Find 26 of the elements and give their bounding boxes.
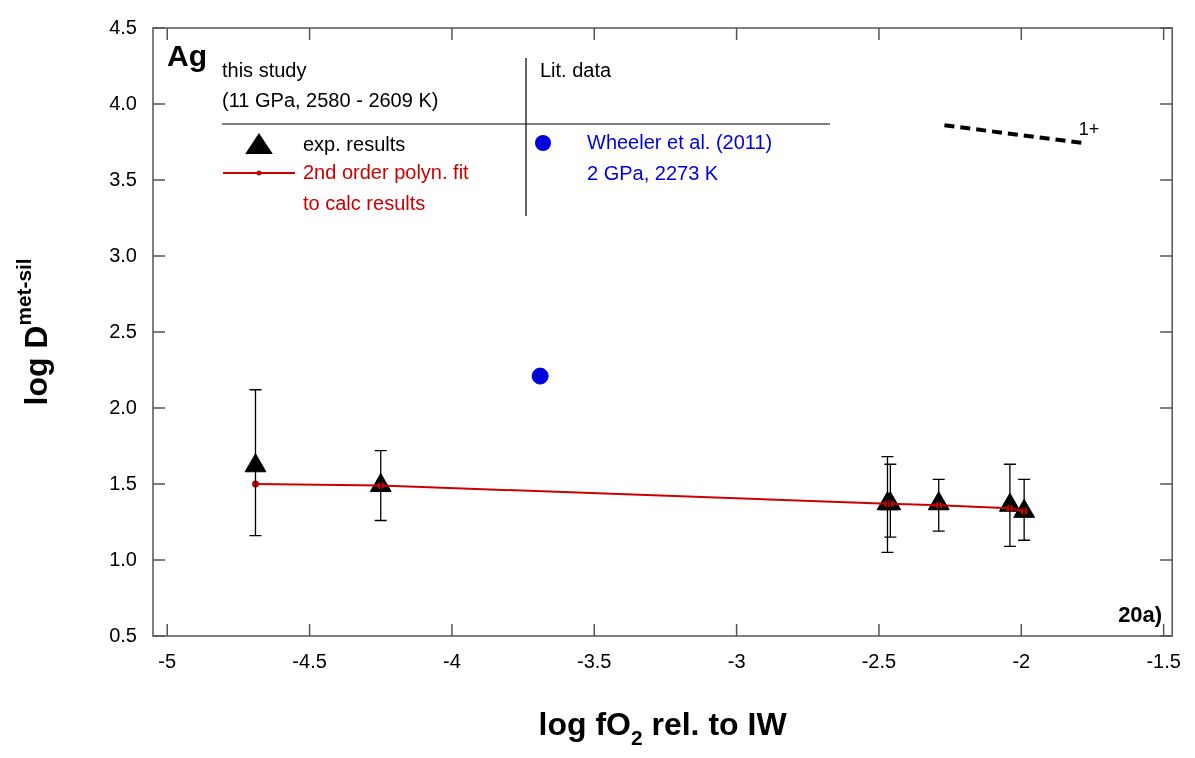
x-tick-label: -1.5	[1146, 649, 1181, 672]
x-tick-label: -3.5	[577, 649, 612, 672]
x-tick-label: -2	[1012, 649, 1031, 672]
legend-label: 2nd order polyn. fit to calc results	[303, 160, 470, 214]
y-tick-label: 4.5	[109, 15, 137, 38]
y-tick-label: 3.5	[109, 167, 137, 190]
y-tick-label: 1.5	[109, 471, 137, 494]
x-tick-label: -3	[727, 649, 746, 672]
y-tick-label: 3.0	[109, 243, 137, 266]
y-tick-label: 4.0	[109, 91, 137, 114]
y-axis-title: log Dmet-sil	[11, 258, 54, 406]
y-tick-label: 2.5	[109, 319, 137, 342]
y-tick-label: 0.5	[109, 623, 137, 646]
y-tick-label: 2.0	[109, 395, 137, 418]
x-tick-label: -4.5	[292, 649, 327, 672]
legend-label: exp. results	[303, 132, 406, 155]
legend-label: Wheeler et al. (2011) 2 GPa, 2273 K	[587, 130, 773, 184]
x-tick-label: -5	[158, 649, 177, 672]
annotation: Ag	[167, 39, 207, 73]
y-tick-label: 1.0	[109, 547, 137, 570]
x-tick-label: -4	[443, 649, 461, 672]
series-label: 1+	[1078, 119, 1100, 140]
annotation: 20a)	[1118, 602, 1163, 628]
annotation: this study (11 GPa, 2580 - 2609 K)	[222, 58, 439, 111]
annotation: Lit. data	[540, 58, 613, 81]
x-tick-label: -2.5	[861, 649, 897, 672]
